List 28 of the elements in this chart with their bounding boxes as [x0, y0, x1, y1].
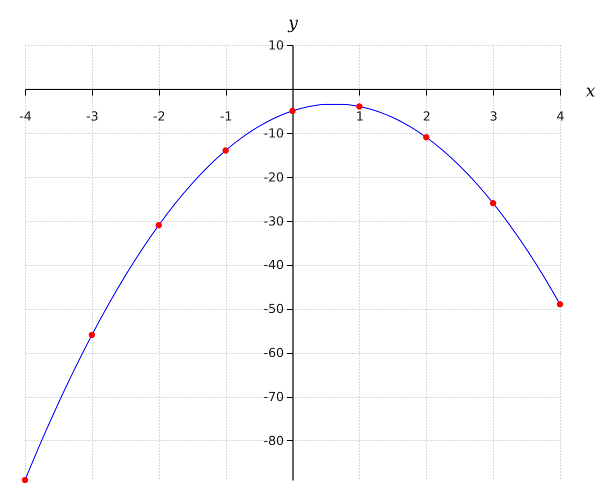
x-tick-label: -1 [220, 108, 232, 124]
x-tick-label: 2 [422, 108, 431, 124]
point [356, 103, 363, 110]
y-tick-label: -30 [264, 213, 284, 228]
point [222, 147, 229, 154]
point [22, 476, 28, 484]
y-tick-label: -80 [264, 432, 284, 448]
y-tick-label: -50 [264, 301, 284, 316]
y-tick-label: -60 [264, 345, 284, 360]
y-tick-label: -10 [264, 125, 284, 140]
y-tick-label: -40 [264, 257, 284, 272]
x-tick-label: 3 [490, 108, 498, 124]
point [490, 200, 496, 206]
x-tick-label: -2 [153, 108, 166, 124]
y-axis-title: y [287, 14, 298, 34]
point [423, 134, 430, 140]
point [88, 332, 96, 338]
x-tick-label: 1 [356, 108, 364, 124]
y-tick-label: -20 [264, 169, 284, 184]
point [556, 301, 564, 308]
x-tick-label: 4 [556, 108, 565, 124]
x-tick-label: -3 [86, 108, 99, 124]
point [289, 108, 296, 114]
x-axis-title: x [586, 81, 596, 102]
x-tick-label: -4 [19, 108, 32, 124]
y-tick-label: 10 [268, 38, 284, 52]
y-tick-label: -70 [264, 389, 284, 404]
point [156, 222, 162, 228]
